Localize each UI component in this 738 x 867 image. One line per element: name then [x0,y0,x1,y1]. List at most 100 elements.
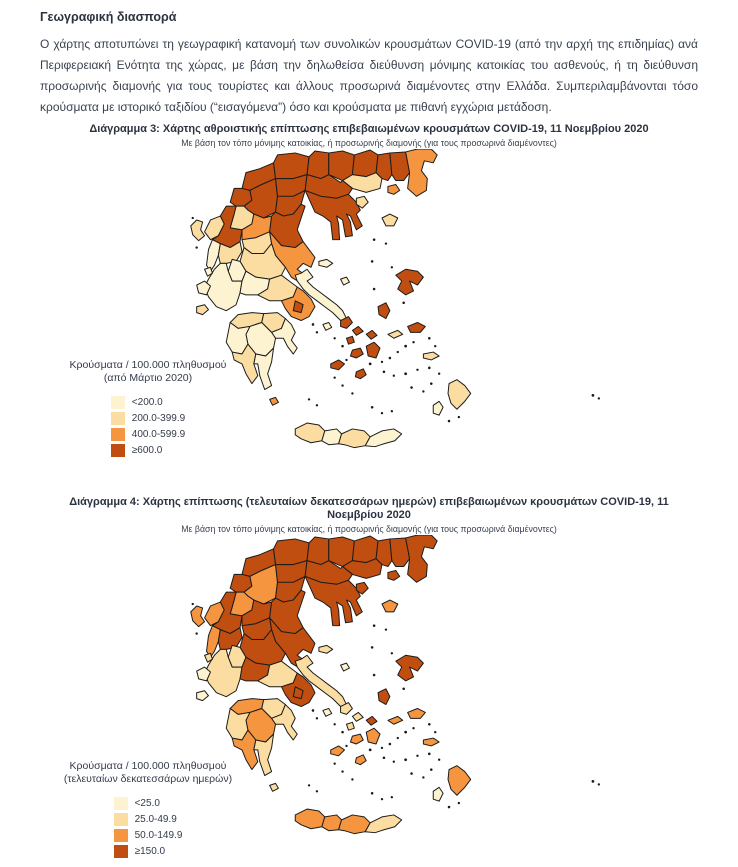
legend-swatch-level2 [113,813,128,826]
legend-item: ≥600.0 [110,444,185,457]
islet-speck [591,394,595,397]
legend-swatch-level2 [110,412,125,425]
region-lefkada [204,266,213,277]
region-andros [340,316,353,329]
section-heading: Γεωγραφική διασπορά [40,10,177,24]
islet-speck [345,744,348,748]
islet-speck [457,801,461,805]
islet-speck [388,742,392,746]
islet-speck [307,398,311,401]
islet-speck [384,628,388,631]
islet-speck [341,730,344,734]
islet-speck [384,242,388,245]
region-corfu [190,605,206,628]
islet-speck [307,784,311,787]
islet-speck [402,687,405,691]
region-chios [377,688,391,706]
region-milos [330,359,346,371]
islet-speck [447,419,451,423]
islet-speck [341,344,344,348]
region-evros [405,535,438,583]
region-skyros [340,276,350,286]
legend-label: 400.0-599.9 [131,429,186,440]
region-drama [351,149,379,178]
islet-speck [412,341,415,344]
region-mykonos [365,329,378,340]
islet-speck [390,796,394,799]
region-drama [351,535,379,564]
region-kefalonia [196,280,211,296]
islet-speck [333,337,336,340]
islet-speck [368,748,372,752]
islet-speck [404,730,408,734]
region-paros [349,733,364,745]
islet-speck [416,754,419,757]
islet-speck [434,730,437,734]
islet-speck [447,805,451,809]
region-karpathos [432,400,444,416]
islet-speck [370,646,374,649]
region-rhodes [447,379,472,410]
region-santorini [354,754,367,766]
islet-speck [372,238,376,241]
islet-speck [428,752,431,756]
figure-4: Διάγραμμα 4: Χάρτης επίπτωσης (τελευταίω… [40,496,698,867]
legend-label: ≥600.0 [131,445,163,456]
legend-title-line2: (από Μάρτιο 2020) [103,372,193,384]
region-syros [346,721,355,731]
legend-14day: Κρούσματα / 100.000 πληθυσμού (τελευταίω… [48,760,248,863]
region-laconia [253,733,275,777]
region-athens [292,300,304,314]
region-limnos [381,599,399,613]
islet-speck [311,323,315,326]
legend-swatch-level3 [110,428,125,441]
islet-speck [437,372,441,375]
islet-speck [195,246,198,249]
islet-specks [191,216,601,423]
region-viotia [257,274,298,302]
region-kos [422,737,440,747]
region-chania [294,808,326,830]
region-lasithi [364,814,403,834]
islet-speck [390,652,394,655]
region-skyros [340,662,350,672]
islet-specks [191,602,601,809]
region-samos [407,707,426,719]
islet-speck [597,783,601,786]
region-rhodes [447,765,472,796]
figure-3-title: Διάγραμμα 3: Χάρτης αθροιστικής επίπτωση… [89,123,649,135]
islet-speck [380,360,384,364]
intro-paragraph: Ο χάρτης αποτυπώνει τη γεωγραφική κατανο… [40,37,698,114]
region-samos [407,321,426,333]
islet-speck [428,722,431,726]
islet-speck [396,736,399,740]
region-kea [322,707,333,717]
islet-speck [351,392,354,395]
islet-speck [422,776,425,779]
region-tinos [351,325,364,336]
islet-speck [410,386,413,389]
islet-speck [311,709,315,712]
legend-cumulative: Κρούσματα / 100.000 πληθυσμού (από Μάρτι… [48,359,248,462]
region-santorini [354,368,367,380]
region-syros [346,335,355,345]
region-andros [340,702,353,715]
islet-speck [333,762,336,765]
figure-3: Διάγραμμα 3: Χάρτης αθροιστικής επίπτωση… [40,123,698,494]
region-chalkidiki [304,575,363,627]
islet-speck [412,727,415,730]
islet-speck [370,260,374,263]
islet-speck [404,758,408,762]
region-messinia [231,343,259,385]
islet-speck [392,760,395,763]
figure-3-map-area: Κρούσματα / 100.000 πληθυσμού (από Μάρτι… [40,149,698,494]
islet-speck [390,266,394,269]
legend-items: <200.0 200.0-399.9 400.0-599.9 ≥600.0 [110,393,186,460]
region-viotia [257,660,298,688]
islet-speck [457,415,461,419]
islet-speck [382,370,386,374]
islet-speck [315,790,319,793]
islet-speck [428,336,431,340]
islet-speck [428,366,431,370]
